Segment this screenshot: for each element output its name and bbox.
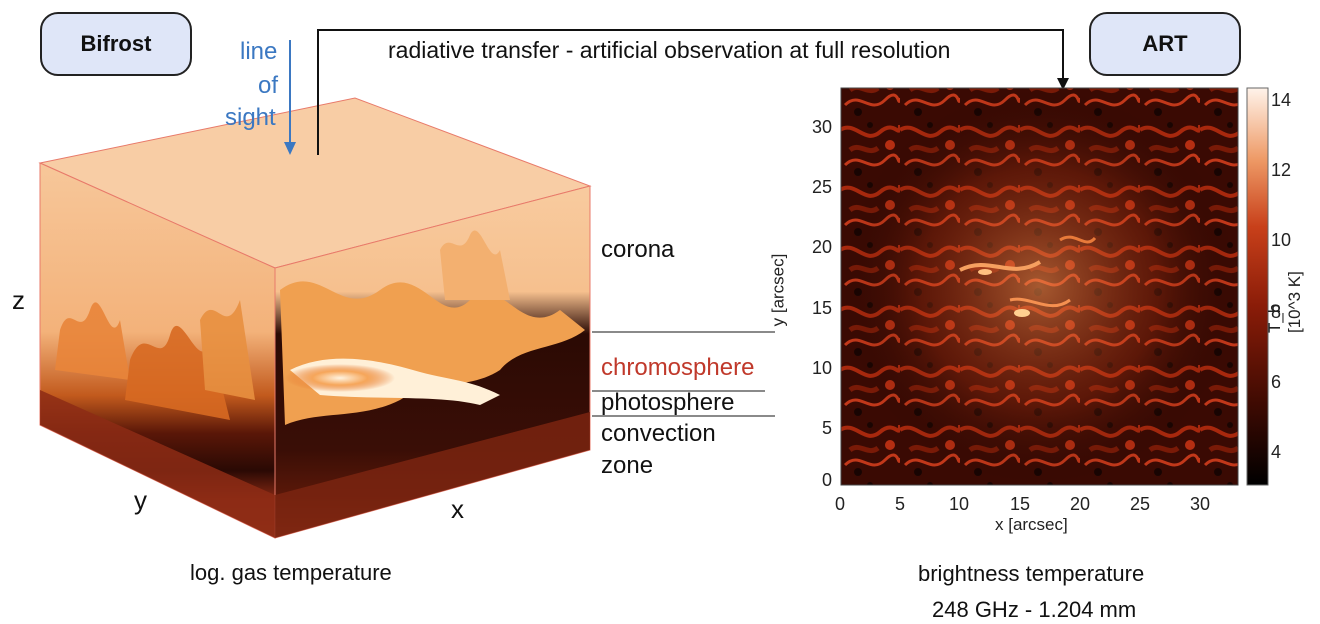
cb-tick-6: 6 (1271, 372, 1282, 392)
x-tick-30: 30 (1190, 494, 1211, 514)
art-badge: ART (1089, 12, 1241, 76)
left-face-flames (55, 300, 255, 420)
cb-tick-4: 4 (1271, 442, 1282, 462)
y-tick-25: 25 (812, 177, 833, 197)
y-tick-0: 0 (822, 470, 833, 490)
axis-x-label: x (451, 494, 464, 524)
photosphere-label: photosphere (601, 389, 735, 416)
cube-caption: log. gas temperature (190, 560, 392, 585)
map-ylabel: y [arcsec] (768, 253, 788, 327)
cb-tick-12: 12 (1271, 160, 1292, 180)
map-caption-1: brightness temperature (918, 561, 1145, 586)
right-face-flames (280, 230, 585, 425)
y-tick-15: 15 (812, 298, 833, 318)
cb-tick-8: 8 (1271, 302, 1282, 322)
colorbar (1246, 87, 1269, 486)
convection-label: convection (601, 420, 716, 447)
y-tick-30: 30 (812, 117, 833, 137)
colorbar-label: T_b [10^3 K] (1265, 271, 1304, 333)
zone-label: zone (601, 452, 654, 479)
corona-label: corona (601, 236, 675, 263)
line-of-sight-label-2: of (258, 72, 279, 99)
radiative-transfer-caption: radiative transfer - artificial observat… (388, 37, 951, 63)
cb-tick-14: 14 (1271, 90, 1292, 110)
y-tick-5: 5 (822, 418, 833, 438)
line-of-sight-label-3: sight (225, 104, 276, 131)
y-tick-20: 20 (812, 237, 833, 257)
axis-y-label: y (134, 485, 147, 515)
x-tick-0: 0 (835, 494, 846, 514)
line-of-sight-label-1: line (240, 38, 278, 65)
radiative-transfer-arrow (317, 29, 1064, 155)
axis-z-label: z (12, 285, 25, 315)
bifrost-badge: Bifrost (40, 12, 192, 76)
x-tick-10: 10 (949, 494, 970, 514)
x-tick-20: 20 (1070, 494, 1091, 514)
chromosphere-label: chromosphere (601, 354, 755, 381)
x-tick-25: 25 (1130, 494, 1151, 514)
map-bright-features (959, 235, 1097, 317)
cb-tick-10: 10 (1271, 230, 1292, 250)
map-xlabel: x [arcsec] (995, 515, 1068, 534)
x-tick-5: 5 (895, 494, 906, 514)
y-tick-10: 10 (812, 358, 833, 378)
x-tick-15: 15 (1010, 494, 1031, 514)
map-caption-2: 248 GHz - 1.204 mm (932, 597, 1137, 622)
